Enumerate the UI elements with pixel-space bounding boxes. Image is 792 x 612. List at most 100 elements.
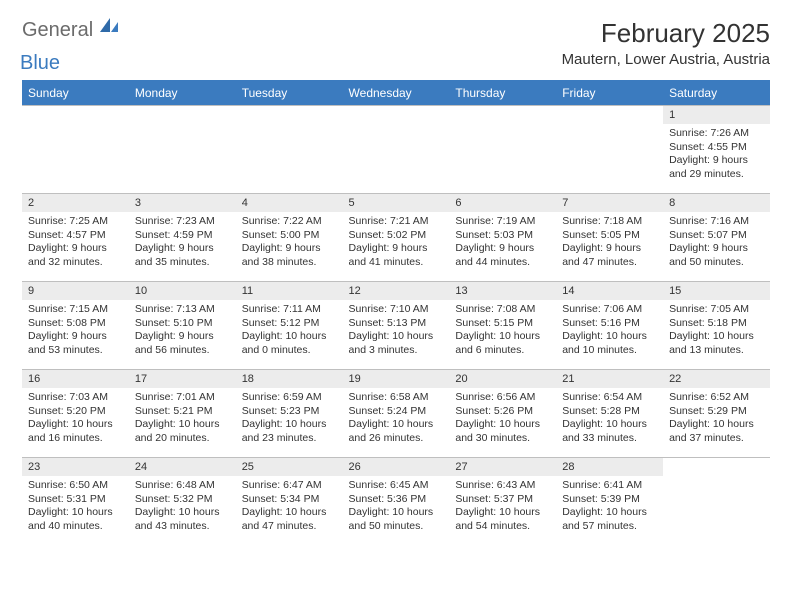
day-number: 16 — [22, 370, 129, 388]
sunrise-line: Sunrise: 7:19 AM — [455, 215, 550, 229]
calendar-cell: 11Sunrise: 7:11 AMSunset: 5:12 PMDayligh… — [236, 282, 343, 370]
sunrise-line: Sunrise: 6:52 AM — [669, 391, 764, 405]
day-details: Sunrise: 7:21 AMSunset: 5:02 PMDaylight:… — [343, 212, 450, 274]
day-number: 20 — [449, 370, 556, 388]
weekday-header: Sunday — [22, 81, 129, 106]
daylight-line: Daylight: 9 hours and 38 minutes. — [242, 242, 337, 269]
calendar-cell: 3Sunrise: 7:23 AMSunset: 4:59 PMDaylight… — [129, 194, 236, 282]
day-number: 1 — [663, 106, 770, 124]
calendar-cell: 13Sunrise: 7:08 AMSunset: 5:15 PMDayligh… — [449, 282, 556, 370]
day-number: 12 — [343, 282, 450, 300]
day-number: 4 — [236, 194, 343, 212]
calendar-cell — [129, 106, 236, 194]
daylight-line: Daylight: 10 hours and 37 minutes. — [669, 418, 764, 445]
day-number — [236, 106, 343, 124]
sunset-line: Sunset: 5:12 PM — [242, 317, 337, 331]
day-number — [343, 106, 450, 124]
sunrise-line: Sunrise: 7:26 AM — [669, 127, 764, 141]
sunset-line: Sunset: 5:29 PM — [669, 405, 764, 419]
calendar-table: SundayMondayTuesdayWednesdayThursdayFrid… — [22, 80, 770, 546]
day-details: Sunrise: 7:08 AMSunset: 5:15 PMDaylight:… — [449, 300, 556, 362]
sunrise-line: Sunrise: 7:11 AM — [242, 303, 337, 317]
calendar-cell: 10Sunrise: 7:13 AMSunset: 5:10 PMDayligh… — [129, 282, 236, 370]
calendar-cell: 18Sunrise: 6:59 AMSunset: 5:23 PMDayligh… — [236, 370, 343, 458]
calendar-cell: 22 Sunrise: 6:52 AMSunset: 5:29 PMDayligh… — [663, 370, 770, 458]
day-details: Sunrise: 7:25 AMSunset: 4:57 PMDaylight:… — [22, 212, 129, 274]
day-details: Sunrise: 7:23 AMSunset: 4:59 PMDaylight:… — [129, 212, 236, 274]
sunset-line: Sunset: 5:18 PM — [669, 317, 764, 331]
logo-text: General Blue — [22, 18, 120, 65]
sail-icon — [98, 21, 120, 38]
calendar-cell: 17Sunrise: 7:01 AMSunset: 5:21 PMDayligh… — [129, 370, 236, 458]
sunset-line: Sunset: 5:16 PM — [562, 317, 657, 331]
calendar-cell: 2Sunrise: 7:25 AMSunset: 4:57 PMDaylight… — [22, 194, 129, 282]
sunset-line: Sunset: 5:24 PM — [349, 405, 444, 419]
day-details: Sunrise: 7:05 AMSunset: 5:18 PMDaylight:… — [663, 300, 770, 362]
calendar-cell: 27Sunrise: 6:43 AMSunset: 5:37 PMDayligh… — [449, 458, 556, 546]
day-number: 22 — [663, 370, 770, 388]
day-number: 28 — [556, 458, 663, 476]
daylight-line: Daylight: 10 hours and 6 minutes. — [455, 330, 550, 357]
day-number: 10 — [129, 282, 236, 300]
daylight-line: Daylight: 9 hours and 32 minutes. — [28, 242, 123, 269]
sunrise-line: Sunrise: 7:10 AM — [349, 303, 444, 317]
daylight-line: Daylight: 10 hours and 23 minutes. — [242, 418, 337, 445]
sunset-line: Sunset: 4:59 PM — [135, 229, 230, 243]
daylight-line: Daylight: 9 hours and 41 minutes. — [349, 242, 444, 269]
sunset-line: Sunset: 5:00 PM — [242, 229, 337, 243]
daylight-line: Daylight: 9 hours and 56 minutes. — [135, 330, 230, 357]
sunrise-line: Sunrise: 7:16 AM — [669, 215, 764, 229]
daylight-line: Daylight: 9 hours and 50 minutes. — [669, 242, 764, 269]
calendar-row: 23Sunrise: 6:50 AMSunset: 5:31 PMDayligh… — [22, 458, 770, 546]
calendar-row: 2Sunrise: 7:25 AMSunset: 4:57 PMDaylight… — [22, 194, 770, 282]
sunrise-line: Sunrise: 6:54 AM — [562, 391, 657, 405]
logo-text-general: General — [22, 19, 93, 41]
calendar-cell: 21Sunrise: 6:54 AMSunset: 5:28 PMDayligh… — [556, 370, 663, 458]
day-details: Sunrise: 7:11 AMSunset: 5:12 PMDaylight:… — [236, 300, 343, 362]
location: Mautern, Lower Austria, Austria — [562, 51, 770, 68]
day-number: 15 — [663, 282, 770, 300]
daylight-line: Daylight: 10 hours and 3 minutes. — [349, 330, 444, 357]
logo: General Blue — [22, 18, 120, 65]
sunrise-line: Sunrise: 7:25 AM — [28, 215, 123, 229]
sunrise-line: Sunrise: 6:48 AM — [135, 479, 230, 493]
day-details: Sunrise: 6:41 AMSunset: 5:39 PMDaylight:… — [556, 476, 663, 538]
day-number: 8 — [663, 194, 770, 212]
daylight-line: Daylight: 10 hours and 26 minutes. — [349, 418, 444, 445]
daylight-line: Daylight: 10 hours and 43 minutes. — [135, 506, 230, 533]
day-details: Sunrise: 7:15 AMSunset: 5:08 PMDaylight:… — [22, 300, 129, 362]
day-details: Sunrise: 6:58 AMSunset: 5:24 PMDaylight:… — [343, 388, 450, 450]
sunset-line: Sunset: 5:07 PM — [669, 229, 764, 243]
weekday-header: Friday — [556, 81, 663, 106]
day-number: 14 — [556, 282, 663, 300]
calendar-cell: 23Sunrise: 6:50 AMSunset: 5:31 PMDayligh… — [22, 458, 129, 546]
sunset-line: Sunset: 4:57 PM — [28, 229, 123, 243]
sunrise-line: Sunrise: 7:06 AM — [562, 303, 657, 317]
daylight-line: Daylight: 10 hours and 10 minutes. — [562, 330, 657, 357]
day-number — [663, 458, 770, 476]
daylight-line: Daylight: 10 hours and 54 minutes. — [455, 506, 550, 533]
day-details: Sunrise: 7:22 AMSunset: 5:00 PMDaylight:… — [236, 212, 343, 274]
sunset-line: Sunset: 5:26 PM — [455, 405, 550, 419]
sunrise-line: Sunrise: 6:50 AM — [28, 479, 123, 493]
calendar-cell: 28Sunrise: 6:41 AMSunset: 5:39 PMDayligh… — [556, 458, 663, 546]
header: General Blue February 2025 Mautern, Lowe… — [22, 18, 770, 68]
daylight-line: Daylight: 10 hours and 20 minutes. — [135, 418, 230, 445]
day-details: Sunrise: 6:45 AMSunset: 5:36 PMDaylight:… — [343, 476, 450, 538]
sunset-line: Sunset: 5:37 PM — [455, 493, 550, 507]
sunrise-line: Sunrise: 7:01 AM — [135, 391, 230, 405]
weekday-header: Tuesday — [236, 81, 343, 106]
day-number — [556, 106, 663, 124]
calendar-cell: 5Sunrise: 7:21 AMSunset: 5:02 PMDaylight… — [343, 194, 450, 282]
sunrise-line: Sunrise: 7:15 AM — [28, 303, 123, 317]
sunrise-line: Sunrise: 6:47 AM — [242, 479, 337, 493]
day-number — [22, 106, 129, 124]
day-number: 19 — [343, 370, 450, 388]
daylight-line: Daylight: 10 hours and 33 minutes. — [562, 418, 657, 445]
day-number: 5 — [343, 194, 450, 212]
sunrise-line: Sunrise: 6:58 AM — [349, 391, 444, 405]
sunrise-line: Sunrise: 6:45 AM — [349, 479, 444, 493]
daylight-line: Daylight: 9 hours and 29 minutes. — [669, 154, 764, 181]
calendar-cell: 26Sunrise: 6:45 AMSunset: 5:36 PMDayligh… — [343, 458, 450, 546]
daylight-line: Daylight: 9 hours and 53 minutes. — [28, 330, 123, 357]
